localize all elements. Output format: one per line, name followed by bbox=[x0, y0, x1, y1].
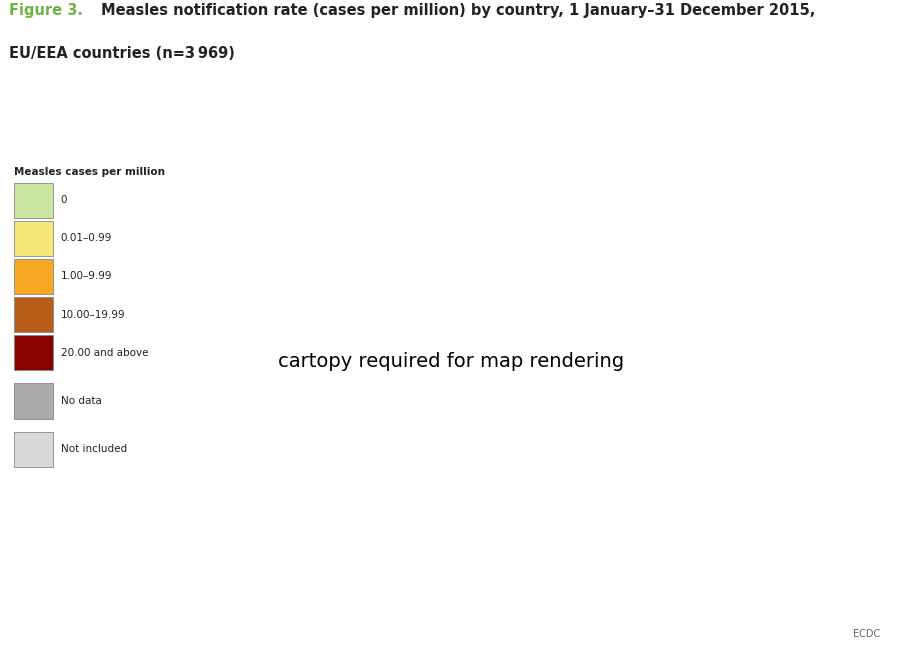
FancyBboxPatch shape bbox=[14, 383, 53, 419]
FancyBboxPatch shape bbox=[14, 432, 53, 467]
Text: Figure 3.: Figure 3. bbox=[9, 3, 83, 18]
Text: EU/EEA countries (n=3 969): EU/EEA countries (n=3 969) bbox=[9, 46, 235, 61]
Text: No data: No data bbox=[60, 396, 101, 406]
FancyBboxPatch shape bbox=[14, 221, 53, 256]
Text: ECDC: ECDC bbox=[852, 629, 879, 639]
Text: Measles cases per million: Measles cases per million bbox=[14, 167, 164, 177]
Text: 10.00–19.99: 10.00–19.99 bbox=[60, 309, 125, 320]
Text: 20.00 and above: 20.00 and above bbox=[60, 348, 148, 358]
FancyBboxPatch shape bbox=[14, 297, 53, 332]
FancyBboxPatch shape bbox=[14, 183, 53, 218]
Text: cartopy required for map rendering: cartopy required for map rendering bbox=[278, 352, 624, 371]
FancyBboxPatch shape bbox=[14, 259, 53, 294]
Text: 1.00–9.99: 1.00–9.99 bbox=[60, 271, 112, 282]
Text: 0.01–0.99: 0.01–0.99 bbox=[60, 233, 112, 244]
Text: 0: 0 bbox=[60, 195, 67, 205]
FancyBboxPatch shape bbox=[14, 335, 53, 370]
Text: Not included: Not included bbox=[60, 444, 126, 454]
Text: Measles notification rate (cases per million) by country, 1 January–31 December : Measles notification rate (cases per mil… bbox=[100, 3, 815, 18]
